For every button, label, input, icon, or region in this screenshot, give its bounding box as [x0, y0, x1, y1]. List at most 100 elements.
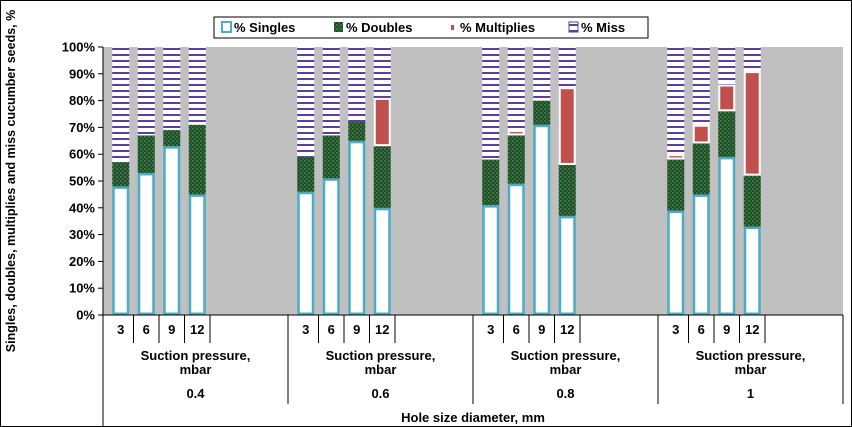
legend-label-multiplies: % Multiplies [460, 20, 535, 35]
x-category-label: 3 [117, 322, 124, 337]
y-tick-label: 50% [69, 174, 95, 189]
x-category-label: 12 [560, 322, 574, 337]
bar-doubles [718, 111, 736, 157]
bar-miss [163, 47, 181, 131]
bar-doubles [507, 135, 525, 184]
bar-miss [137, 47, 155, 136]
bar-doubles [322, 135, 340, 179]
legend-label-miss: % Miss [581, 20, 625, 35]
bar-miss [112, 47, 130, 163]
bar-multiplies [558, 87, 576, 165]
bar-singles [718, 156, 736, 315]
bar-singles [322, 178, 340, 315]
legend-swatch-multiplies [451, 25, 454, 30]
bar-singles [188, 194, 206, 315]
y-tick-label: 60% [69, 147, 95, 162]
x-subgroup-label: Suction pressure, [326, 348, 436, 363]
x-category-label: 9 [723, 322, 730, 337]
y-tick-label: 70% [69, 120, 95, 135]
bar-singles [692, 194, 710, 315]
bar-singles [297, 191, 315, 315]
x-category-label: 6 [143, 322, 150, 337]
bar-doubles [482, 159, 500, 206]
bar-multiplies [507, 130, 525, 136]
bar-singles [373, 207, 391, 315]
bar-doubles [112, 162, 130, 187]
x-group-label: 0.6 [371, 386, 389, 401]
y-tick-label: 20% [69, 254, 95, 269]
bar-miss [718, 47, 736, 85]
bar-multiplies [373, 97, 391, 147]
x-category-label: 6 [698, 322, 705, 337]
x-category-label: 3 [487, 322, 494, 337]
bar-miss [533, 47, 551, 101]
bar-doubles [373, 146, 391, 208]
bar-miss [373, 47, 391, 98]
y-tick-label: 30% [69, 227, 95, 242]
bar-miss [297, 47, 315, 157]
bars [112, 47, 761, 315]
bar-miss [188, 47, 206, 125]
legend: % Singles % Doubles % Multiplies % Miss [213, 16, 649, 39]
bar-miss [322, 47, 340, 136]
y-tick-label: 0% [76, 308, 95, 323]
x-category-label: 12 [375, 322, 389, 337]
bar-singles [743, 226, 761, 315]
y-tick-label: 10% [69, 281, 95, 296]
bar-miss [692, 47, 710, 125]
bar-singles [558, 215, 576, 315]
y-tick-label: 80% [69, 93, 95, 108]
legend-swatch-miss [568, 21, 579, 33]
bar-doubles [558, 164, 576, 216]
bar-doubles [188, 124, 206, 195]
legend-swatch-singles [221, 21, 232, 33]
x-subgroup-unit: mbar [365, 362, 397, 377]
y-tick-label: 40% [69, 200, 95, 215]
x-category-label: 12 [190, 322, 204, 337]
x-group-label: 1 [747, 386, 754, 401]
x-subgroup-label: Suction pressure, [696, 348, 806, 363]
x-category-label: 3 [672, 322, 679, 337]
bar-multiplies [718, 84, 736, 112]
bar-miss [558, 47, 576, 88]
x-category-label: 6 [513, 322, 520, 337]
x-category-label: 9 [538, 322, 545, 337]
x-axis-label: Hole size diameter, mm [401, 410, 545, 425]
bar-miss [482, 47, 500, 160]
bar-doubles [692, 143, 710, 195]
bar-singles [348, 140, 366, 315]
bar-doubles [297, 156, 315, 192]
bar-doubles [348, 122, 366, 141]
y-tick-label: 100% [62, 40, 96, 55]
x-group-label: 0.8 [556, 386, 574, 401]
legend-label-doubles: % Doubles [346, 20, 412, 35]
x-category-label: 6 [328, 322, 335, 337]
bar-singles [137, 172, 155, 315]
bar-doubles [137, 135, 155, 173]
x-subgroup-label: Suction pressure, [141, 348, 251, 363]
bar-miss [507, 47, 525, 131]
bar-doubles [743, 175, 761, 227]
legend-label-singles: % Singles [234, 20, 295, 35]
bar-miss [348, 47, 366, 123]
x-category-label: 9 [353, 322, 360, 337]
bar-doubles [667, 159, 685, 211]
bar-miss [743, 47, 761, 72]
x-subgroup-label: Suction pressure, [511, 348, 621, 363]
bar-singles [667, 210, 685, 315]
x-subgroup-unit: mbar [550, 362, 582, 377]
y-axis: 0% 10% 20% 30% 40% 50% 60% 70% 80% 90% 100% [62, 40, 104, 323]
bar-singles [163, 146, 181, 315]
bar-multiplies [692, 124, 710, 144]
legend-swatch-doubles [334, 22, 343, 32]
bar-singles [533, 124, 551, 315]
x-subgroup-unit: mbar [180, 362, 212, 377]
bar-singles [112, 186, 130, 315]
legend-box [213, 16, 649, 39]
bar-multiplies [667, 154, 685, 160]
x-subgroup-unit: mbar [735, 362, 767, 377]
x-category-label: 3 [302, 322, 309, 337]
bar-singles [507, 183, 525, 315]
